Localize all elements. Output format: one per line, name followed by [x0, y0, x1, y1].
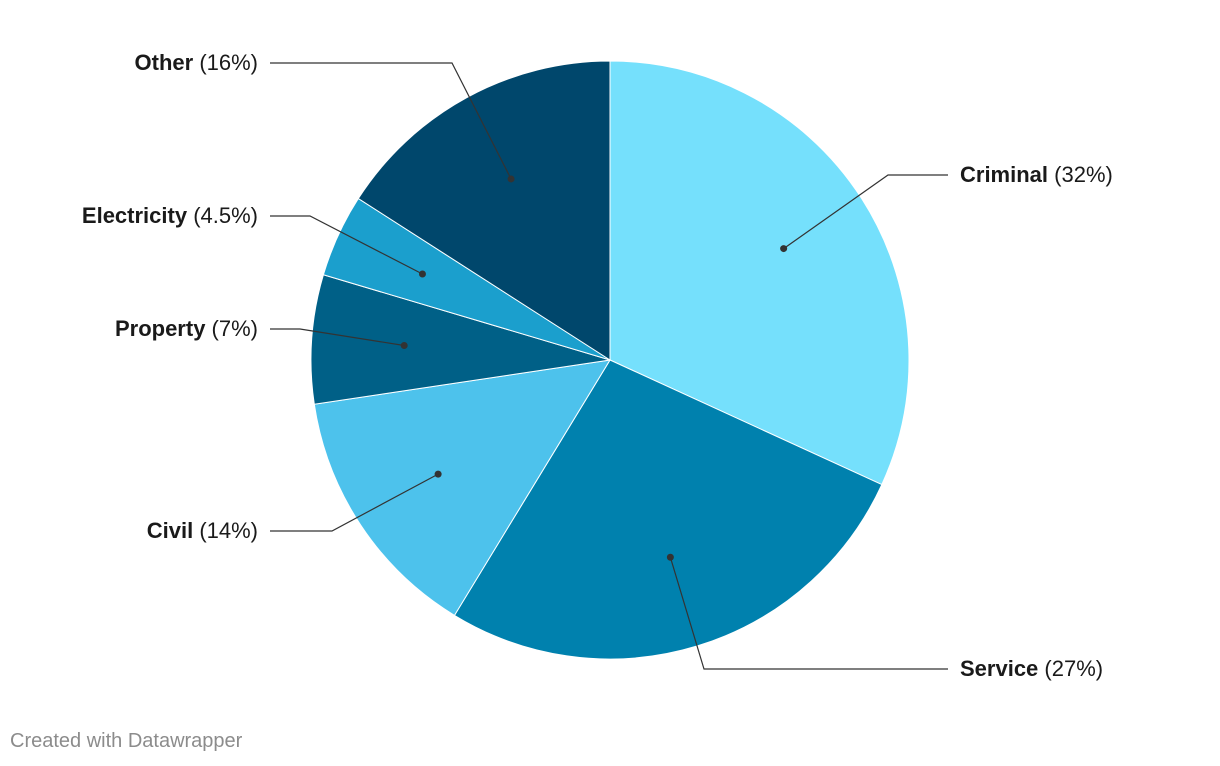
slice-label-name: Criminal	[960, 162, 1048, 187]
slice-label-criminal: Criminal (32%)	[960, 162, 1113, 187]
slice-label-percent: (27%)	[1038, 656, 1103, 681]
pie-slices	[310, 60, 910, 660]
leader-line-service	[669, 557, 948, 670]
slice-label-civil: Civil (14%)	[147, 518, 258, 543]
slice-label-percent: (7%)	[205, 316, 258, 341]
slice-label-property: Property (7%)	[115, 316, 258, 341]
datawrapper-credit: Created with Datawrapper	[10, 730, 243, 752]
slice-label-other: Other (16%)	[135, 50, 258, 75]
slice-label-name: Property	[115, 316, 206, 341]
pie-slice-other	[357, 60, 611, 361]
slice-label-service: Service (27%)	[960, 656, 1103, 681]
pie-slice-property	[310, 274, 611, 405]
slice-label-percent: (14%)	[193, 518, 258, 543]
leader-line-criminal	[783, 174, 948, 250]
slice-label-name: Electricity	[82, 203, 188, 228]
slice-labels: Criminal (32%) Service (27%) Civil (14%) Pr…	[82, 50, 1113, 681]
pie-slice-criminal	[609, 60, 910, 486]
slice-label-name: Other	[135, 50, 194, 75]
leader-line-property	[270, 328, 405, 347]
slice-label-electricity: Electricity (4.5%)	[82, 203, 258, 228]
leader-line-other	[270, 62, 512, 180]
pie-slice-civil	[313, 359, 611, 617]
slice-label-percent: (32%)	[1048, 162, 1113, 187]
slice-label-name: Civil	[147, 518, 193, 543]
slice-label-name: Service	[960, 656, 1038, 681]
leader-line-civil	[270, 473, 439, 532]
leader-line-electricity	[270, 215, 423, 275]
leader-lines	[270, 62, 948, 670]
slice-label-percent: (4.5%)	[187, 203, 258, 228]
slice-label-percent: (16%)	[193, 50, 258, 75]
